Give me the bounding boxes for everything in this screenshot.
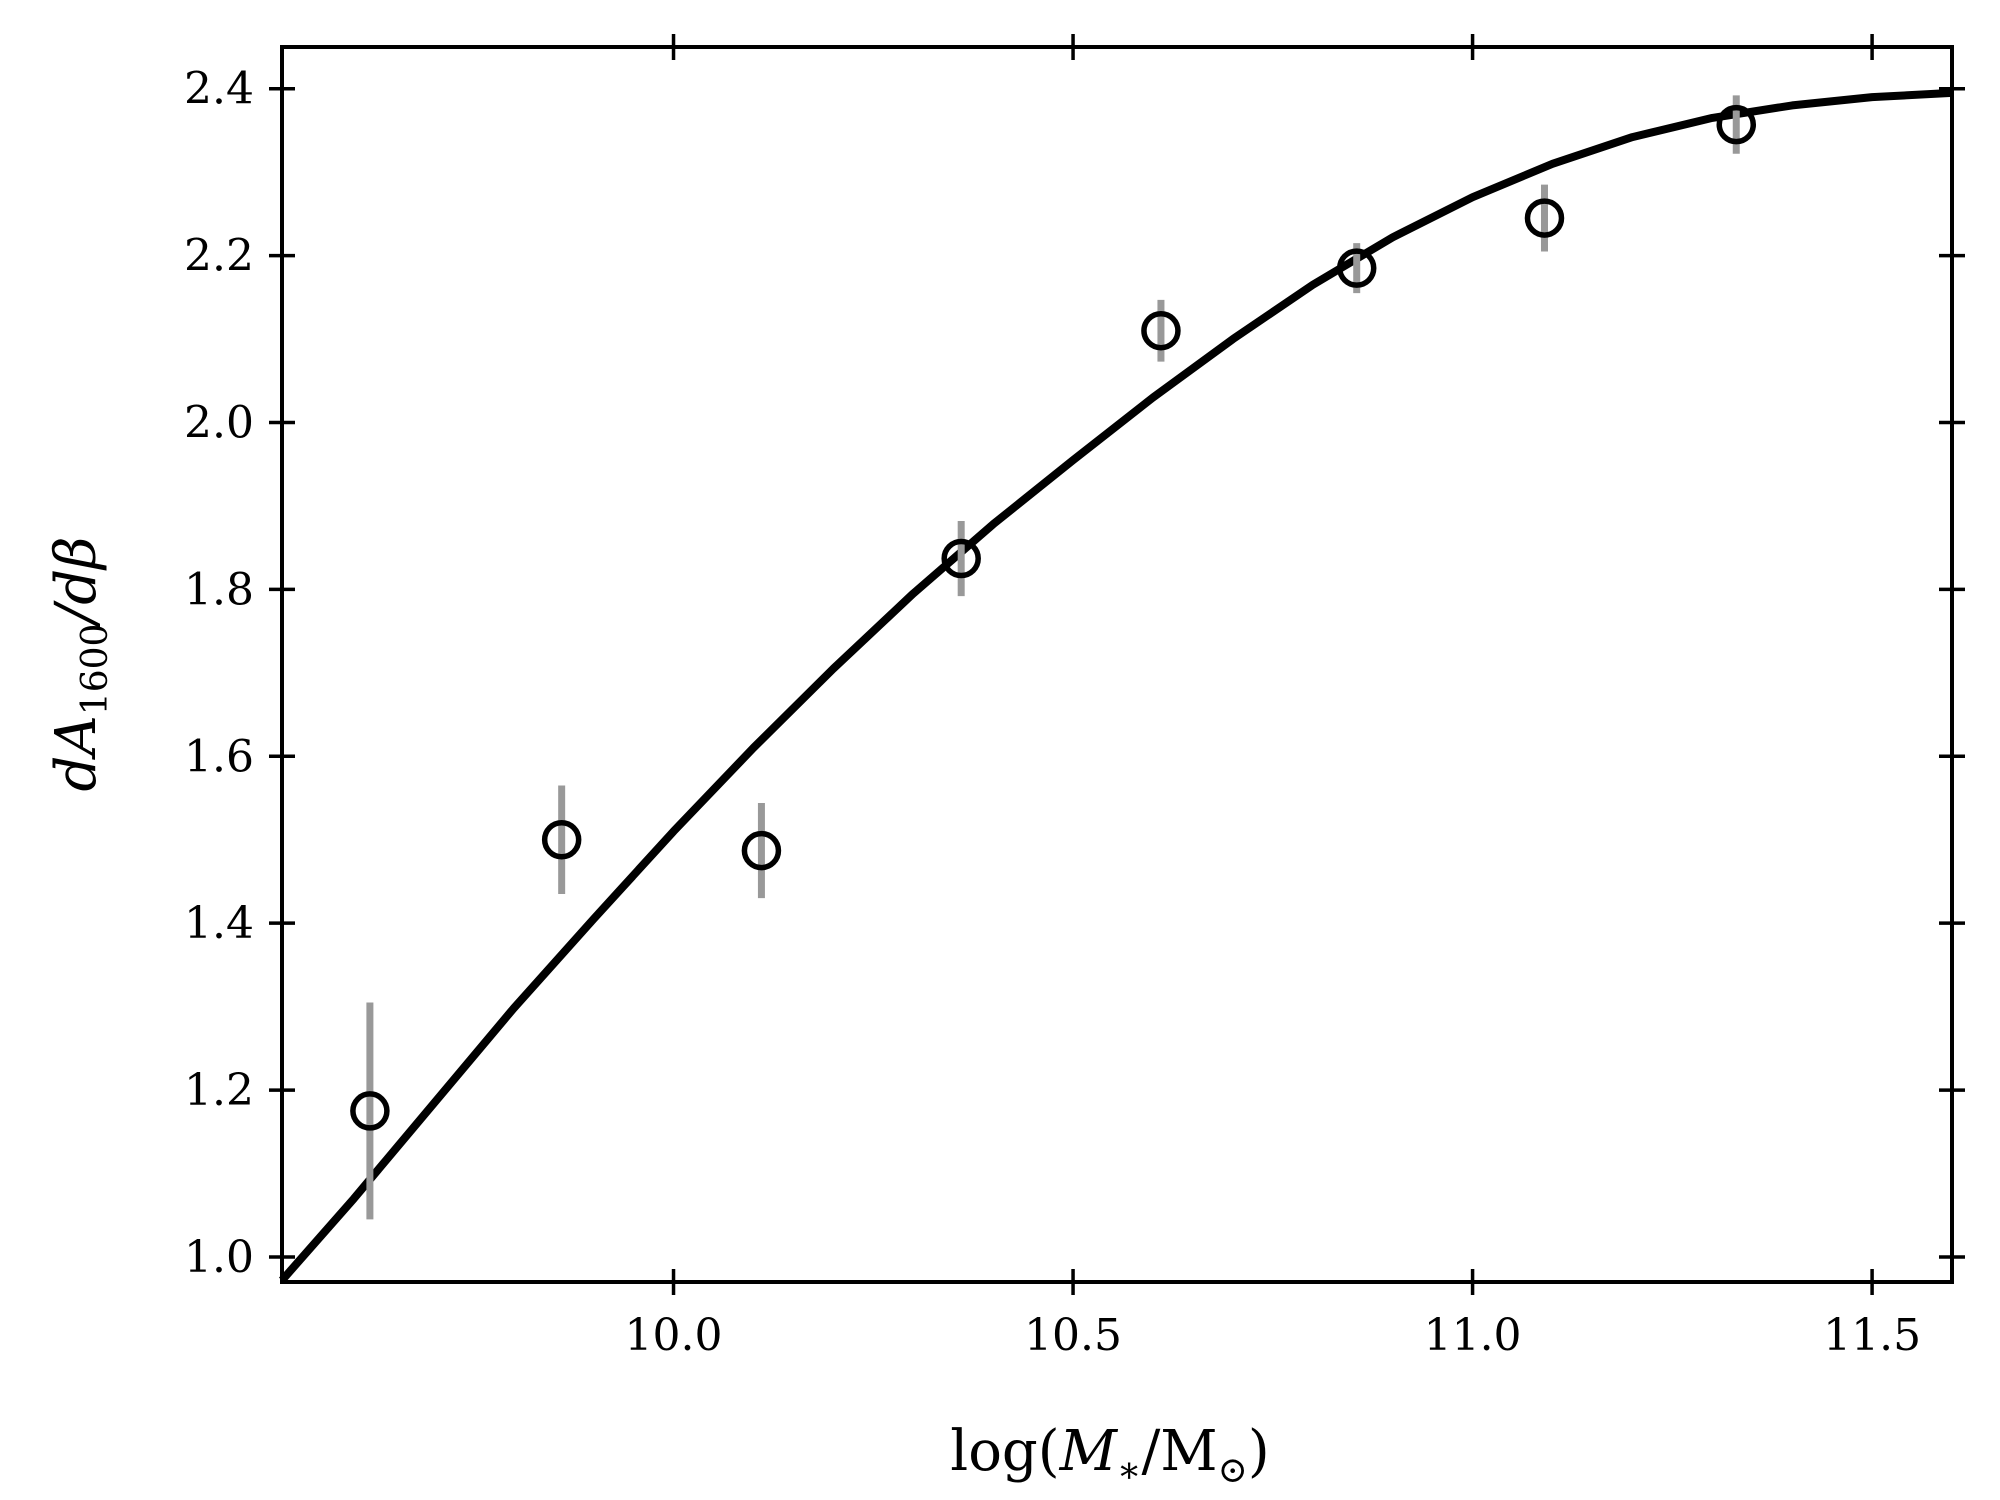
x-tick-label: 10.0 bbox=[625, 1310, 723, 1361]
x-axis-title-var: M bbox=[1059, 1419, 1119, 1484]
y-tick-label: 1.4 bbox=[184, 898, 254, 949]
data-point bbox=[741, 830, 782, 871]
y-axis-title: dA1600/dβ bbox=[44, 536, 116, 791]
x-axis-title-sub2: ⊙ bbox=[1218, 1450, 1248, 1491]
data-point bbox=[941, 538, 981, 579]
y-tick-label: 1.6 bbox=[184, 731, 254, 782]
x-tick-label: 11.0 bbox=[1424, 1310, 1522, 1361]
y-axis-title-main: dA bbox=[44, 715, 109, 791]
x-tick-label: 10.5 bbox=[1024, 1310, 1122, 1361]
x-axis-title-mid: /M bbox=[1141, 1419, 1217, 1484]
data-point bbox=[541, 819, 582, 860]
plot-frame bbox=[280, 45, 1954, 1284]
x-axis-title-sub: ∗ bbox=[1117, 1450, 1141, 1491]
x-axis-title: log(M∗/M⊙) bbox=[950, 1419, 1269, 1491]
y-tick-label: 2.0 bbox=[184, 398, 254, 449]
data-point bbox=[1524, 198, 1565, 238]
y-tick-label: 2.2 bbox=[184, 231, 254, 282]
x-axis-title-pre: log( bbox=[950, 1419, 1059, 1484]
data-point bbox=[350, 1091, 390, 1131]
y-tick-label: 2.4 bbox=[184, 64, 254, 115]
data-point bbox=[1141, 310, 1181, 351]
y-tick-label: 1.0 bbox=[184, 1232, 254, 1283]
y-axis-title-rest: /dβ bbox=[44, 536, 109, 628]
data-point-layer bbox=[350, 104, 1757, 1131]
y-tick-label: 1.8 bbox=[184, 564, 254, 615]
y-axis-title-sub: 1600 bbox=[75, 624, 116, 716]
tick-layer: 10.0 10.5 11.0 11.5 1.0 1.2 1.4 1.6 1.8 2.0 2.2 2.4 bbox=[184, 34, 1965, 1361]
x-axis-title-post: ) bbox=[1248, 1419, 1270, 1484]
fit-curve-layer bbox=[278, 88, 1953, 1283]
y-tick-label: 1.2 bbox=[184, 1065, 254, 1116]
data-point bbox=[1716, 104, 1757, 145]
data-point bbox=[1336, 248, 1377, 288]
x-tick-label: 11.5 bbox=[1823, 1310, 1921, 1361]
fit-curve bbox=[278, 88, 1953, 1283]
error-bar-layer bbox=[366, 95, 1740, 1220]
